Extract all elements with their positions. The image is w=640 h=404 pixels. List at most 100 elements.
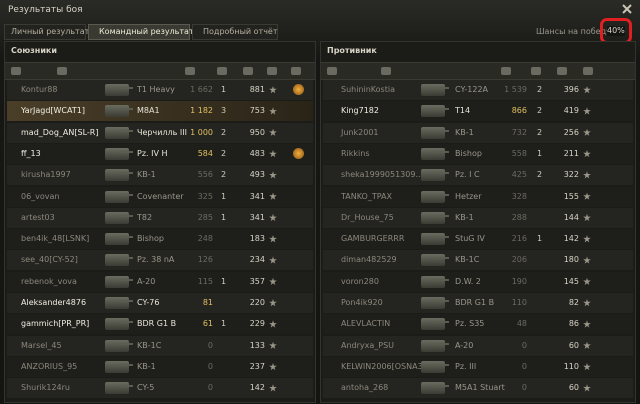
player-row: Dr_House_75 KB-1 288 144: [323, 207, 633, 228]
tank-name: KB-1C: [137, 340, 162, 350]
player-name: GAMBURGERRR: [341, 234, 405, 244]
header-icon: [557, 67, 567, 75]
tank-icon: [105, 126, 133, 139]
player-name: see_40[CY-52]: [21, 255, 78, 265]
tab[interactable]: Личный результат: [4, 24, 89, 40]
player-name: SuhininKostia: [341, 85, 395, 94]
xp-star: [583, 235, 591, 243]
header-icon: [57, 67, 67, 75]
experience: 142: [563, 234, 579, 244]
experience: 237: [249, 361, 265, 371]
xp-star: [269, 149, 277, 158]
player-row: ANZORIUS_95 KB-1 0 237: [7, 356, 313, 377]
player-row: KELWIN2006[OSNA3] Pz. III 0 110: [323, 356, 633, 377]
player-name: Dr_House_75: [341, 212, 394, 222]
tank-name: M8A1: [137, 106, 160, 116]
experience: 145: [563, 276, 579, 286]
tank-icon: [105, 84, 133, 96]
experience: 341: [249, 212, 265, 222]
tank-name: T1 Heavy: [137, 85, 175, 94]
xp-star: [583, 341, 591, 349]
tank-name: T14: [455, 106, 471, 116]
tank-name: Hetzer: [455, 191, 482, 201]
experience: 357: [249, 276, 265, 286]
kills: 1: [221, 85, 227, 94]
experience: 881: [249, 85, 265, 94]
xp-star: [269, 86, 277, 94]
tank-icon: [421, 254, 449, 267]
tank-icon: [105, 190, 133, 203]
damage: 556: [197, 170, 213, 180]
player-row: Marsel_45 KB-1C 0 133: [7, 335, 313, 356]
damage: 0: [207, 361, 213, 371]
tank-name: Bishop: [137, 234, 164, 244]
player-name: KELWIN2006[OSNA3]: [341, 361, 426, 371]
experience: 144: [563, 212, 579, 222]
panel-title: Союзники: [11, 46, 57, 55]
tank-name: KB-1: [137, 361, 156, 371]
tank-name: A-20: [137, 276, 156, 286]
kills: 2: [221, 127, 227, 137]
tank-icon: [105, 105, 133, 118]
tank-icon: [105, 382, 133, 395]
damage: 866: [511, 106, 527, 116]
tab[interactable]: Подробный отчёт: [192, 24, 278, 40]
experience: 183: [249, 234, 265, 244]
header-icon: [267, 67, 277, 75]
tank-name: T82: [137, 212, 153, 222]
experience: 950: [249, 127, 265, 137]
xp-star: [269, 320, 277, 328]
panel-title: Противник: [327, 46, 377, 55]
xp-star: [583, 86, 591, 94]
xp-star: [269, 362, 277, 371]
experience: 341: [249, 191, 265, 201]
damage: 190: [511, 276, 527, 286]
header-icon: [185, 67, 195, 75]
xp-star: [269, 341, 277, 349]
damage: 732: [511, 127, 527, 137]
player-name: Marsel_45: [21, 340, 62, 350]
tank-name: Pz. I C: [455, 170, 480, 180]
close-button[interactable]: [622, 4, 632, 14]
player-name: TANKO_TPAX: [341, 191, 392, 201]
experience: 322: [563, 170, 579, 180]
tab-active[interactable]: Командный результат: [88, 24, 194, 40]
experience: 256: [563, 127, 579, 137]
xp-star: [269, 107, 277, 115]
tank-name: A-20: [455, 340, 474, 350]
header-icon: [217, 67, 227, 75]
player-row: ben4ik_48[LSNK] Bishop 248 183: [7, 229, 313, 250]
player-row: voron280 D.W. 2 190 145: [323, 271, 633, 292]
tank-icon: [421, 84, 449, 96]
experience: 60: [568, 340, 579, 350]
tab-label: Командный результат: [99, 27, 194, 36]
xp-star: [583, 256, 591, 264]
player-row: artest03 T82 285 1 341: [7, 207, 313, 228]
player-name: Rikkins: [341, 148, 370, 158]
tank-icon: [105, 254, 133, 267]
xp-star: [269, 192, 277, 200]
player-name: rebenok_vova: [21, 276, 77, 286]
win-chance-label: Шансы на победу:: [536, 27, 614, 36]
damage: 1 182: [190, 106, 213, 116]
kills: 1: [221, 191, 227, 201]
kills: 2: [537, 170, 543, 180]
tank-name: Pz. S35: [455, 319, 485, 329]
player-row: Andryxa_PSU A-20 0 60: [323, 335, 633, 356]
tank-icon: [105, 169, 133, 182]
player-name: ff_13: [21, 148, 41, 158]
player-name: 06_vovan: [21, 191, 60, 201]
tank-name: Pz. 38 nA: [137, 255, 175, 265]
xp-star: [583, 299, 591, 307]
xp-star: [269, 128, 277, 136]
player-name: antoha_268: [341, 383, 389, 393]
xp-star: [583, 362, 591, 371]
kills: 1: [221, 212, 227, 222]
damage: 126: [197, 255, 213, 265]
tank-icon: [421, 297, 449, 309]
player-name: YarJagd[WCAT1]: [21, 106, 85, 116]
tank-name: CY-5: [137, 383, 155, 393]
player-name: ANZORIUS_95: [21, 361, 78, 371]
xp-star: [269, 277, 277, 285]
